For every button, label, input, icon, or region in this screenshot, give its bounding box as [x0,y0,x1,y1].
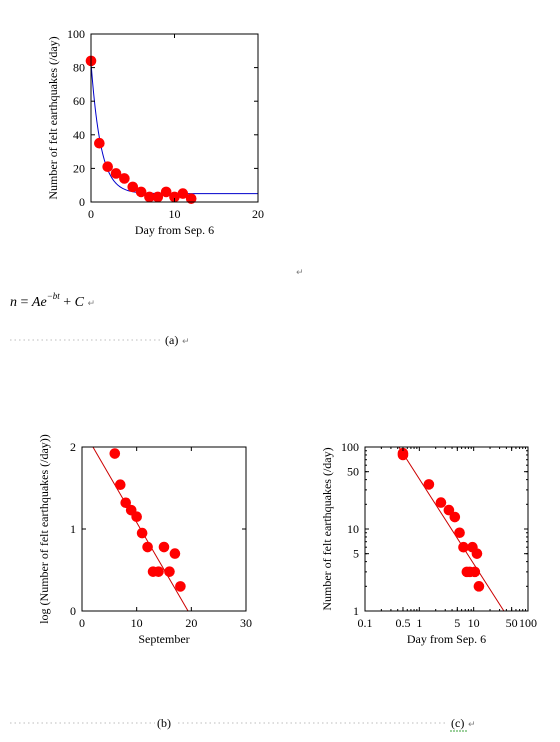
decay-equation: n = Ae−bt + C ↵ [10,291,95,311]
y-tick-label: 40 [73,128,85,142]
y-axis-label: Number of felt earthquakes (/day) [46,36,60,199]
data-point [110,168,122,179]
x-tick-label: 10 [468,616,480,630]
data-point [127,181,139,193]
data-point [397,449,409,461]
data-point [443,504,455,516]
data-point [109,448,121,459]
data-point [471,548,483,559]
data-point [153,566,164,577]
y-tick-label: 2 [70,440,76,454]
caption-b: (b) [157,716,171,730]
x-tick-label: 1 [416,616,422,630]
data-point [142,541,153,553]
chart-b: 0 10 20 30 0 1 2 September log (Number of felt e… [37,434,252,646]
caption-c: (c) [451,716,464,730]
data-point [458,541,469,553]
y-tick-label: 80 [73,61,85,75]
plot-frame [81,446,247,612]
paragraph-mark: ↵ [296,268,304,278]
equation-equals: = [20,295,32,310]
data-point [169,548,181,559]
y-tick-label: 20 [73,161,85,175]
x-tick-label: 0.5 [395,616,410,630]
y-tick-label: 100 [341,440,359,454]
y-tick-label: 100 [67,27,85,41]
data-point [144,191,155,203]
equation-A: A [31,295,41,310]
caption-a: (a) [165,333,178,347]
data-point [185,193,197,204]
equation-exponent: −bt [46,291,60,301]
y-tick-label: 1 [70,522,76,536]
equation-plus: + [59,295,75,310]
y-tick-label: 10 [347,522,359,536]
x-tick-label: 20 [185,616,197,630]
equation-e: e [40,295,47,310]
data-point [435,497,447,508]
x-tick-label: 0 [88,207,94,221]
data-point [164,566,175,577]
data-point [131,511,142,522]
y-tick-label: 50 [347,465,359,479]
x-tick-label: 20 [252,207,264,221]
y-tick-label: 1 [353,604,359,618]
data-point [94,137,105,149]
data-point [473,581,485,592]
paragraph-mark: ↵ [468,720,476,730]
data-point [169,191,180,203]
data-point [423,479,435,490]
fit-line [398,447,505,611]
x-tick-label: 5 [454,616,460,630]
data-point [119,173,130,184]
x-tick-label: 100 [519,616,537,630]
data-point [469,566,481,578]
paragraph-mark: ↵ [182,337,190,347]
equation-C: C [74,295,85,310]
chart-a: 0 10 20 0 20 40 60 80 100 Day from Sep. 6 Number o… [46,27,264,237]
equation-n: n [10,295,17,310]
data-point [152,191,164,203]
x-axis-label: Day from Sep. 6 [135,223,214,237]
y-tick-label: 0 [79,195,85,209]
y-tick-label: 0 [70,604,76,618]
y-axis-label: Number of felt earthquakes (/day) [320,447,334,610]
data-point [177,188,189,199]
data-point [120,497,132,509]
x-tick-label: 0.1 [358,616,373,630]
y-axis-label: log (Number of felt earthquakes (/day)) [37,434,51,624]
plot-frame [364,446,529,612]
data-point [102,161,113,173]
x-tick-label: 10 [169,207,181,221]
data-point [175,581,186,592]
y-tick-label: 5 [353,547,359,561]
data-point [454,527,465,539]
x-axis-label: September [138,632,189,646]
data-point [114,479,126,491]
data-point [135,186,147,198]
y-tick-label: 60 [73,94,85,108]
x-tick-label: 30 [240,616,252,630]
x-axis-label: Day from Sep. 6 [407,632,486,646]
x-tick-label: 50 [506,616,518,630]
data-point [449,511,461,523]
data-point [136,527,148,539]
x-tick-label: 0 [79,616,85,630]
data-point [158,541,170,553]
data-point [160,186,172,198]
paragraph-mark: ↵ [87,299,96,309]
x-tick-label: 10 [131,616,143,630]
